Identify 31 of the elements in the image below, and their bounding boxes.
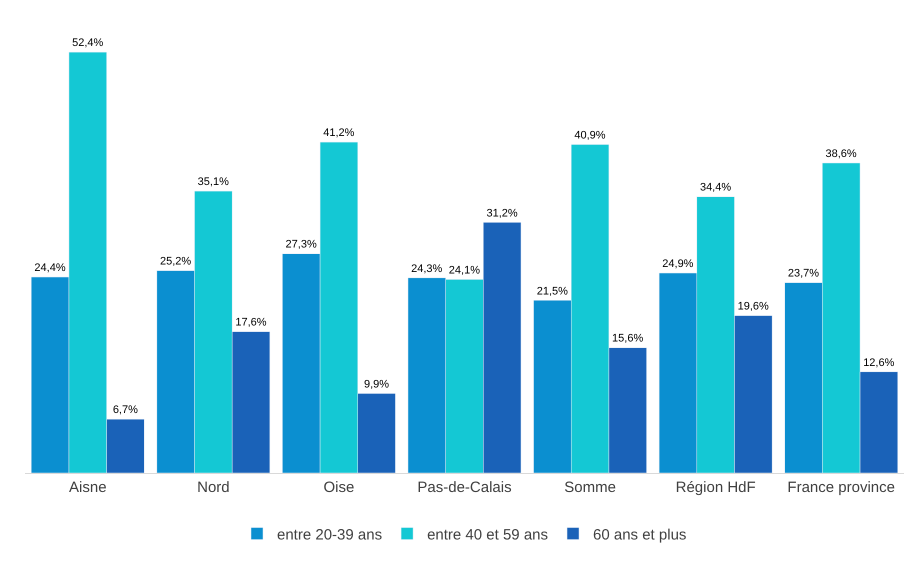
data-label: 19,6% — [738, 300, 770, 313]
data-label: 17,6% — [235, 316, 267, 329]
data-label: 38,6% — [826, 148, 857, 160]
data-label: 24,4% — [34, 262, 66, 274]
data-label: 31,2% — [486, 207, 518, 220]
data-label: 24,1% — [448, 264, 480, 276]
data-label: 24,3% — [411, 262, 443, 275]
data-label: 15,6% — [612, 332, 644, 345]
data-label: 6,7% — [112, 404, 138, 416]
x-tick-label: Pas-de-Calais — [417, 479, 512, 496]
x-tick-label: Somme — [564, 479, 616, 496]
data-label: 41,2% — [323, 127, 355, 140]
legend-label: entre 40 et 59 ans — [427, 526, 548, 544]
x-tick-label: Région HdF — [676, 479, 756, 496]
data-label: 27,3% — [286, 238, 317, 251]
x-tick-label: France province — [787, 479, 895, 496]
x-tick-label: Nord — [197, 479, 230, 496]
data-label: 52,4% — [72, 37, 104, 50]
data-label: 25,2% — [160, 256, 192, 268]
x-tick-label: Oise — [324, 479, 354, 496]
legend-label: 60 ans et plus — [593, 526, 686, 544]
data-label: 35,1% — [198, 176, 230, 188]
x-tick-label: Aisne — [69, 479, 107, 496]
data-label: 12,6% — [863, 356, 895, 369]
data-label: 34,4% — [700, 182, 732, 194]
data-label: 9,9% — [364, 378, 390, 390]
data-label: 21,5% — [536, 285, 568, 298]
data-label: 23,7% — [788, 268, 820, 280]
legend-label: entre 20-39 ans — [277, 526, 382, 544]
data-label: 24,9% — [662, 258, 694, 270]
data-label: 40,9% — [574, 130, 606, 142]
